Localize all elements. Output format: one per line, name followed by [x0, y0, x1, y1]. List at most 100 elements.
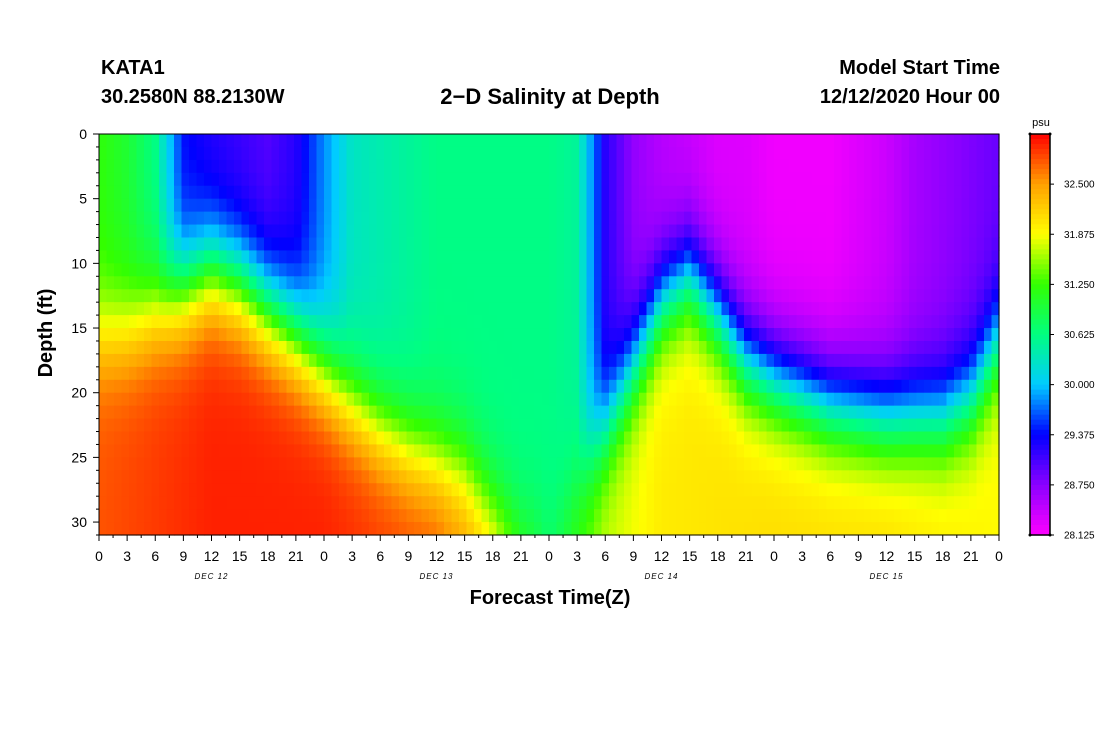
heatmap-cell	[781, 496, 790, 510]
heatmap-cell	[624, 315, 633, 329]
heatmap-cell	[384, 353, 393, 368]
heatmap-cell	[736, 418, 745, 433]
heatmap-cell	[789, 379, 798, 394]
heatmap-cell	[354, 353, 363, 368]
heatmap-cell	[406, 250, 415, 264]
heatmap-cell	[901, 379, 910, 394]
heatmap-cell	[841, 237, 850, 252]
heatmap-cell	[429, 483, 438, 497]
heatmap-cell	[361, 353, 370, 368]
heatmap-cell	[421, 431, 430, 446]
heatmap-cell	[661, 250, 670, 264]
heatmap-cell	[774, 276, 783, 290]
heatmap-cell	[729, 418, 738, 433]
heatmap-cell	[871, 302, 880, 316]
heatmap-cell	[264, 470, 273, 484]
heatmap-cell	[616, 302, 625, 316]
heatmap-cell	[796, 159, 805, 174]
heatmap-cell	[144, 211, 153, 226]
heatmap-cell	[796, 392, 805, 407]
heatmap-cell	[399, 146, 408, 161]
heatmap-cell	[909, 198, 918, 213]
heatmap-cell	[459, 457, 468, 471]
heatmap-cell	[436, 250, 445, 264]
heatmap-cell	[804, 444, 813, 458]
heatmap-cell	[429, 198, 438, 213]
heatmap-cell	[631, 328, 640, 342]
heatmap-cell	[789, 470, 798, 484]
heatmap-cell	[871, 353, 880, 368]
heatmap-cell	[639, 392, 648, 407]
heatmap-cell	[811, 483, 820, 497]
heatmap-cell	[781, 509, 790, 523]
heatmap-cell	[189, 405, 198, 420]
heatmap-cell	[444, 328, 453, 342]
heatmap-cell	[774, 457, 783, 471]
heatmap-cell	[616, 315, 625, 329]
heatmap-cell	[556, 431, 565, 446]
heatmap-cell	[549, 211, 558, 226]
heatmap-cell	[894, 340, 903, 355]
heatmap-cell	[744, 315, 753, 329]
heatmap-cell	[759, 146, 768, 161]
heatmap-cell	[271, 224, 280, 239]
heatmap-cell	[811, 379, 820, 394]
heatmap-cell	[601, 444, 610, 458]
heatmap-cell	[796, 146, 805, 161]
heatmap-cell	[601, 353, 610, 368]
heatmap-cell	[384, 522, 393, 536]
heatmap-cell	[804, 457, 813, 471]
heatmap-cell	[714, 444, 723, 458]
heatmap-cell	[271, 366, 280, 381]
heatmap-cell	[594, 470, 603, 484]
heatmap-cell	[106, 353, 115, 368]
heatmap-cell	[459, 353, 468, 368]
heatmap-cell	[339, 340, 348, 355]
heatmap-cell	[894, 237, 903, 252]
heatmap-cell	[991, 379, 1000, 394]
heatmap-cell	[954, 289, 963, 303]
colorbar-segment	[1030, 349, 1050, 356]
heatmap-cell	[256, 340, 265, 355]
heatmap-cell	[924, 483, 933, 497]
heatmap-cell	[444, 418, 453, 433]
heatmap-cell	[406, 366, 415, 381]
heatmap-cell	[421, 366, 430, 381]
heatmap-cell	[811, 457, 820, 471]
heatmap-cell	[451, 315, 460, 329]
heatmap-cell	[241, 250, 250, 264]
heatmap-cell	[969, 405, 978, 420]
heatmap-cell	[294, 470, 303, 484]
heatmap-cell	[961, 340, 970, 355]
heatmap-cell	[159, 431, 168, 446]
heatmap-cell	[511, 366, 520, 381]
heatmap-cell	[789, 198, 798, 213]
heatmap-cell	[616, 379, 625, 394]
heatmap-cell	[504, 418, 513, 433]
heatmap-cell	[114, 159, 123, 174]
heatmap-cell	[729, 509, 738, 523]
heatmap-cell	[946, 457, 955, 471]
heatmap-cell	[106, 392, 115, 407]
heatmap-cell	[346, 379, 355, 394]
heatmap-cell	[429, 470, 438, 484]
heatmap-cell	[571, 146, 580, 161]
heatmap-cell	[226, 457, 235, 471]
heatmap-cell	[406, 483, 415, 497]
heatmap-cell	[136, 211, 145, 226]
heatmap-cell	[639, 172, 648, 187]
heatmap-cell	[819, 328, 828, 342]
heatmap-cell	[774, 496, 783, 510]
heatmap-cell	[99, 172, 108, 187]
heatmap-cell	[931, 328, 940, 342]
heatmap-cell	[564, 289, 573, 303]
heatmap-cell	[811, 263, 820, 277]
heatmap-cell	[729, 470, 738, 484]
heatmap-cell	[631, 405, 640, 420]
heatmap-cell	[871, 328, 880, 342]
heatmap-cell	[444, 185, 453, 200]
heatmap-cell	[789, 431, 798, 446]
heatmap-cell	[856, 250, 865, 264]
heatmap-cell	[279, 483, 288, 497]
heatmap-cell	[339, 328, 348, 342]
